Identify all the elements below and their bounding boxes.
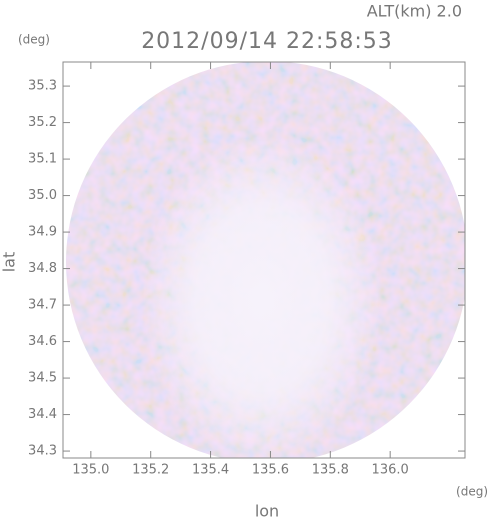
x-tick-label: 136.0 bbox=[372, 463, 409, 478]
x-unit: (deg) bbox=[456, 485, 488, 499]
y-tick-label: 34.6 bbox=[28, 334, 57, 349]
altitude-label: ALT(km) 2.0 bbox=[367, 2, 462, 21]
echo-field bbox=[66, 62, 465, 463]
y-tick-label: 35.0 bbox=[28, 188, 57, 203]
y-tick-label: 34.7 bbox=[28, 298, 57, 313]
x-tick-label: 135.4 bbox=[192, 463, 229, 478]
y-tick-label: 34.4 bbox=[28, 407, 57, 422]
y-tick-label: 34.5 bbox=[28, 371, 57, 386]
y-tick-label: 35.3 bbox=[28, 79, 57, 94]
y-tick-label: 34.8 bbox=[28, 261, 57, 276]
x-axis-label: lon bbox=[255, 502, 279, 521]
y-tick-label: 34.9 bbox=[28, 225, 57, 240]
y-tick-label: 34.3 bbox=[28, 444, 57, 459]
x-tick-label: 135.0 bbox=[72, 463, 109, 478]
y-unit: (deg) bbox=[18, 33, 50, 47]
plot-frame bbox=[62, 61, 466, 459]
x-tick-label: 135.2 bbox=[132, 463, 169, 478]
y-tick-label: 35.1 bbox=[28, 152, 57, 167]
y-axis-label: lat bbox=[0, 252, 19, 273]
y-tick-label: 35.2 bbox=[28, 115, 57, 130]
chart-title: 2012/09/14 22:58:53 bbox=[141, 29, 393, 54]
x-tick-label: 135.8 bbox=[312, 463, 349, 478]
x-tick-label: 135.6 bbox=[252, 463, 289, 478]
